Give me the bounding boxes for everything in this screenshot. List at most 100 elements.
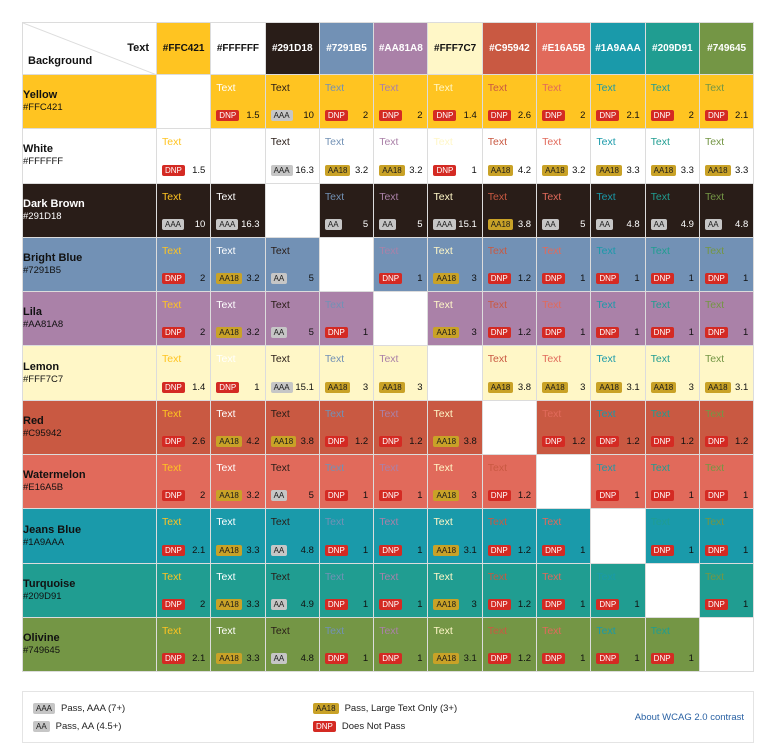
contrast-ratio: 5 <box>362 218 369 230</box>
rating-badge: AAA <box>433 218 456 230</box>
corner-cell: Text Background <box>22 22 157 75</box>
contrast-cell: Text AA18 3.8 <box>427 399 483 456</box>
contrast-cell: Text AA 4.8 <box>698 182 755 238</box>
legend-aa18: AA18 Pass, Large Text Only (3+) <box>313 703 457 714</box>
rating-badge: AA18 <box>487 218 514 230</box>
contrast-ratio: 1 <box>417 273 423 285</box>
sample-text: Text <box>162 570 182 583</box>
sample-text: Text <box>704 570 725 583</box>
contrast-cell: Text AA18 3.1 <box>698 345 755 401</box>
sample-text: Text <box>596 570 616 583</box>
empty-cell <box>644 562 700 618</box>
grid-row-turquoise: Turquoise #209D91 Text DNP 2 Text AA18 3.3 Text A… <box>22 562 755 618</box>
sample-text: Text <box>487 353 508 366</box>
contrast-cell: Text DNP 1.2 <box>536 399 592 456</box>
contrast-cell: Text DNP 1 <box>644 454 700 510</box>
sample-text: Text <box>270 299 290 312</box>
contrast-cell: Text AA18 3.2 <box>536 128 592 184</box>
sample-text: Text <box>704 299 725 312</box>
contrast-ratio: 1 <box>688 490 694 502</box>
rating-badge: AA18 <box>216 653 242 665</box>
contrast-cell: Text AAA 16.3 <box>210 182 266 238</box>
grid-row-watermelon: Watermelon #E16A5B Text DNP 2 Text AA18 3.2 Text… <box>22 454 755 510</box>
rating-badge: DNP <box>487 490 511 502</box>
contrast-ratio: 1 <box>742 327 749 339</box>
rating-badge: AA18 <box>433 327 460 339</box>
wcag-contrast-link[interactable]: About WCAG 2.0 contrast <box>634 712 744 723</box>
sample-text: Text <box>270 516 290 529</box>
grid-row-bright-blue: Bright Blue #7291B5 Text DNP 2 Text AA18 3.2 Tex… <box>22 236 755 293</box>
sample-text: Text <box>162 624 182 637</box>
sample-text: Text <box>596 407 616 420</box>
contrast-ratio: 1 <box>688 273 694 285</box>
rating-badge: AA18 <box>216 273 242 285</box>
contrast-ratio: 1 <box>688 653 694 665</box>
rating-badge: AA18 <box>324 164 351 176</box>
contrast-cell: Text AA 5 <box>373 182 429 238</box>
contrast-cell: Text AAA 15.1 <box>264 345 320 401</box>
rating-badge: DNP <box>162 598 185 610</box>
rating-badge: DNP <box>487 544 511 556</box>
sample-text: Text <box>379 190 399 203</box>
contrast-cell: Text DNP 1 <box>318 291 375 347</box>
rating-badge: DNP <box>324 110 348 122</box>
sample-text: Text <box>650 462 670 475</box>
row-color-name: Turquoise <box>23 577 76 590</box>
row-color-name: White <box>23 143 53 156</box>
contrast-cell: Text DNP 2.6 <box>481 73 538 130</box>
contrast-ratio: 1 <box>362 544 369 556</box>
contrast-cell: Text DNP 2.1 <box>698 73 755 130</box>
rating-badge: DNP <box>704 598 728 610</box>
contrast-cell: Text AA18 3 <box>644 345 700 401</box>
legend-dnp: DNP Does Not Pass <box>313 721 405 732</box>
empty-cell <box>373 291 429 347</box>
rating-badge: DNP <box>379 544 403 556</box>
contrast-cell: Text AA18 4.2 <box>210 399 266 456</box>
rating-badge: DNP <box>324 327 348 339</box>
sample-text: Text <box>487 516 508 529</box>
contrast-cell: Text DNP 1 <box>590 454 646 510</box>
empty-cell <box>698 616 755 673</box>
contrast-ratio: 1.5 <box>192 164 206 176</box>
contrast-cell: Text DNP 1.2 <box>481 508 538 564</box>
row-color-hex: #7291B5 <box>23 265 62 277</box>
rating-badge: DNP <box>487 110 511 122</box>
row-color-name: Bright Blue <box>23 252 83 265</box>
sample-text: Text <box>270 407 290 420</box>
contrast-ratio: 1 <box>688 544 694 556</box>
contrast-cell: Text DNP 2 <box>155 454 212 510</box>
legend-aaa: AAA Pass, AAA (7+) <box>33 703 125 714</box>
contrast-cell: Text DNP 1 <box>698 508 755 564</box>
contrast-cell: Text DNP 1 <box>698 291 755 347</box>
contrast-cell: Text DNP 1.4 <box>155 345 212 401</box>
contrast-cell: Text DNP 1 <box>536 236 592 293</box>
contrast-cell: Text DNP 1.2 <box>373 399 429 456</box>
sample-text: Text <box>542 407 562 420</box>
contrast-ratio: 1 <box>362 327 369 339</box>
column-header-red: #C95942 <box>481 22 538 75</box>
contrast-ratio: 2 <box>417 110 423 122</box>
contrast-cell: Text DNP 1 <box>590 616 646 673</box>
contrast-ratio: 2 <box>200 490 206 502</box>
contrast-cell: Text DNP 1.2 <box>481 616 538 673</box>
contrast-ratio: 2.1 <box>192 653 206 665</box>
column-header-bright-blue: #7291B5 <box>318 22 375 75</box>
contrast-cell: Text DNP 1 <box>318 616 375 673</box>
rating-badge: AA18 <box>324 381 351 393</box>
row-color-name: Dark Brown <box>23 197 85 210</box>
rating-badge: DNP <box>596 490 620 502</box>
contrast-cell: Text AA 4.8 <box>590 182 646 238</box>
contrast-cell: Text DNP 1.2 <box>698 399 755 456</box>
column-header-lila: #AA81A8 <box>373 22 429 75</box>
sample-text: Text <box>650 136 670 149</box>
sample-text: Text <box>379 353 399 366</box>
empty-cell <box>318 236 375 293</box>
contrast-ratio: 4.2 <box>246 436 260 448</box>
contrast-cell: Text DNP 1.4 <box>427 73 483 130</box>
contrast-ratio: 3 <box>471 490 477 502</box>
contrast-ratio: 3.8 <box>517 381 532 393</box>
contrast-ratio: 1 <box>580 327 586 339</box>
sample-text: Text <box>704 516 725 529</box>
rating-badge: DNP <box>162 327 185 339</box>
rating-badge: AA18 <box>596 164 622 176</box>
